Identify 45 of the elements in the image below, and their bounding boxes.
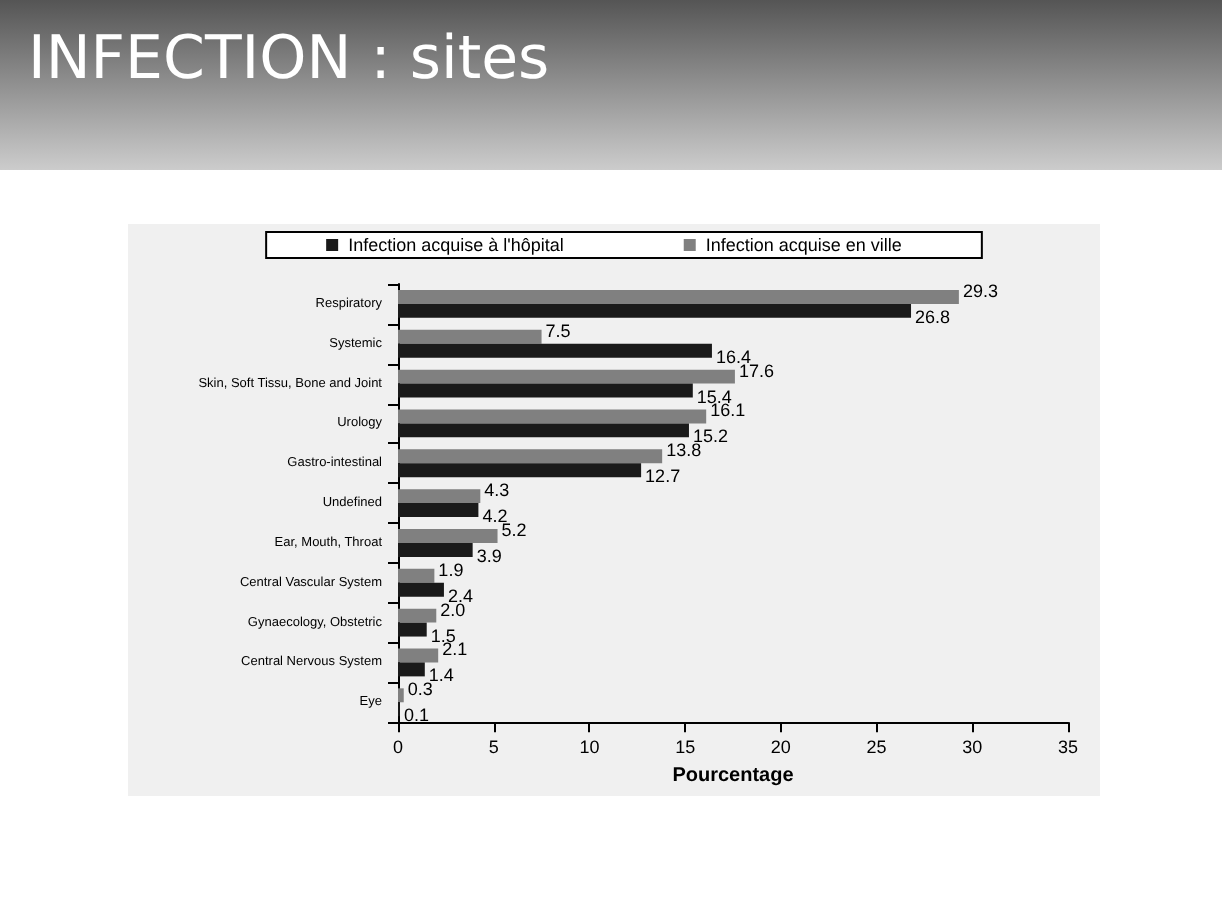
bar bbox=[398, 582, 444, 597]
bar bbox=[398, 369, 735, 384]
x-tick-label: 30 bbox=[962, 737, 983, 758]
data-label: 7.5 bbox=[545, 320, 571, 341]
x-tick-label: 35 bbox=[1057, 737, 1079, 758]
x-tick-label: 15 bbox=[675, 737, 696, 758]
data-label: 1.9 bbox=[438, 559, 464, 580]
x-tick-label: 20 bbox=[770, 737, 791, 758]
bar bbox=[398, 329, 542, 344]
x-tick-label: 5 bbox=[488, 737, 499, 758]
data-label: 3.9 bbox=[476, 545, 502, 566]
legend-label: Infection acquise en ville bbox=[705, 235, 902, 255]
data-label: 12.7 bbox=[645, 466, 681, 487]
data-label: 4.3 bbox=[484, 480, 510, 501]
bar bbox=[398, 528, 498, 543]
bar bbox=[398, 608, 437, 623]
x-tick-label: 10 bbox=[579, 737, 600, 758]
bar bbox=[398, 343, 712, 358]
x-tick-label: 0 bbox=[392, 737, 404, 758]
bar bbox=[398, 503, 479, 518]
bar bbox=[398, 289, 959, 304]
bar bbox=[398, 383, 693, 398]
bar bbox=[398, 423, 689, 438]
data-label: 29.3 bbox=[962, 280, 998, 301]
bar bbox=[398, 622, 427, 637]
bar bbox=[398, 449, 663, 464]
bar bbox=[398, 489, 481, 504]
data-label: 26.8 bbox=[915, 306, 951, 327]
bar bbox=[398, 463, 642, 478]
bar bbox=[398, 662, 425, 677]
data-label: 0.3 bbox=[407, 679, 433, 700]
bar bbox=[398, 409, 707, 424]
bar bbox=[398, 303, 912, 318]
bar bbox=[398, 568, 435, 583]
bar bbox=[398, 542, 473, 557]
x-axis-title: Pourcentage bbox=[672, 765, 795, 787]
data-label: 1.4 bbox=[428, 665, 454, 686]
data-label: 0.1 bbox=[403, 705, 429, 726]
legend-label: Infection acquise à l'hôpital bbox=[348, 235, 564, 255]
data-label: 5.2 bbox=[501, 519, 527, 540]
chart-title: INFECTION : sites bbox=[28, 24, 550, 94]
bar bbox=[398, 688, 404, 703]
bar bbox=[398, 648, 439, 663]
data-label: 13.8 bbox=[666, 440, 702, 461]
x-tick-label: 25 bbox=[866, 737, 887, 758]
